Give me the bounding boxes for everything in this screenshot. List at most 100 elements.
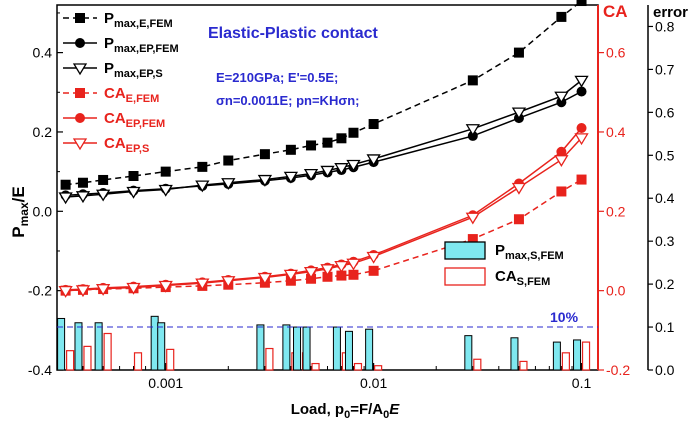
legend-marker <box>75 13 85 23</box>
left-tick-label: -0.2 <box>28 283 52 299</box>
series-point <box>576 122 587 133</box>
series-point <box>368 265 379 276</box>
x-tick-label: 0.1 <box>572 375 592 391</box>
error-tick-label: 0.6 <box>655 104 675 120</box>
legend-entry-3: CAE,FEM <box>63 85 159 105</box>
bar-pmax-s-fem <box>464 335 473 371</box>
bar-legend-swatch <box>444 267 486 286</box>
bar-pmax-s-fem <box>256 324 265 371</box>
series-point <box>346 159 361 172</box>
series-point <box>322 137 333 148</box>
series-0 <box>60 0 587 190</box>
x-axis-title: Load, p0=F/A0E <box>291 401 401 421</box>
series-point <box>126 282 141 295</box>
series-point <box>511 107 527 120</box>
series-point <box>259 149 270 160</box>
bar-legend-swatch <box>444 241 486 260</box>
series-point <box>195 180 210 193</box>
legend-entry-4: CAEP,FEM <box>63 110 165 130</box>
series-point <box>348 269 359 280</box>
left-tick-label: 0.2 <box>33 124 53 140</box>
legend-marker <box>75 88 85 98</box>
series-point <box>556 146 567 157</box>
annotation-line1: E=210GPa; E'=0.5E; <box>216 70 338 85</box>
bar-ca-s-fem <box>581 341 591 371</box>
legend-entry-1: Pmax,EP,FEM <box>63 35 179 55</box>
series-point <box>320 264 335 277</box>
series-point <box>285 144 296 155</box>
legend-label: Pmax,EP,FEM <box>104 35 179 55</box>
bar-pmax-s-fem <box>157 322 166 371</box>
series-5 <box>58 133 589 298</box>
series-point <box>283 269 299 282</box>
series-point <box>160 166 171 177</box>
legend-label: CAEP,FEM <box>104 110 165 130</box>
series-point <box>336 133 347 144</box>
series-point <box>576 86 587 97</box>
bar-pmax-s-fem <box>552 341 561 371</box>
series-point <box>334 163 349 175</box>
bar-pmax-s-fem <box>150 315 159 371</box>
series-point <box>77 177 88 188</box>
series-point <box>221 276 236 288</box>
error-tick-label: 0.8 <box>655 18 675 34</box>
legend-marker <box>75 38 85 48</box>
bar-legend-label: Pmax,S,FEM <box>495 242 564 262</box>
bar-ca-s-fem <box>519 360 528 371</box>
series-point <box>98 174 109 185</box>
series-point <box>467 75 478 86</box>
bar-pmax-s-fem <box>57 317 66 371</box>
legend-entry-0: Pmax,E,FEM <box>63 10 173 30</box>
series-point <box>513 47 524 58</box>
error-tick-label: 0.7 <box>655 61 675 77</box>
bar-legend: Pmax,S,FEM CAS,FEM <box>444 241 564 288</box>
bar-ca-s-fem <box>66 350 75 371</box>
series-point <box>257 272 273 285</box>
series-point <box>513 214 524 225</box>
left-tick-label: 0.0 <box>33 203 53 219</box>
series-point <box>511 182 527 195</box>
series-point <box>554 155 569 167</box>
ca-tick-label: 0.0 <box>606 283 626 299</box>
bar-ca-s-fem <box>473 358 482 371</box>
series-point <box>574 133 589 146</box>
series-point <box>197 161 208 172</box>
error-axis-title: error <box>653 4 688 21</box>
series-point <box>366 154 381 167</box>
left-tick-label: -0.4 <box>28 362 52 378</box>
series-group <box>58 0 589 298</box>
bar-pmax-s-fem <box>94 322 103 371</box>
error-tick-label: 0.1 <box>655 319 675 335</box>
bar-ca-s-fem <box>103 332 112 371</box>
legend-label: Pmax,EP,S <box>104 60 163 80</box>
error-tick-label: 0.4 <box>655 190 675 206</box>
legend-entry-2: Pmax,EP,S <box>63 60 163 80</box>
axes: -0.4 -0.2 0.0 0.2 0.4 -0.2 0.0 0.2 0.4 0.6 0.0 0.1 0… <box>28 4 675 391</box>
series-point <box>368 119 379 130</box>
series-point <box>303 266 319 279</box>
left-axis-title-sub: max <box>17 202 31 226</box>
bar-pmax-s-fem <box>344 330 353 371</box>
ca-tick-label: -0.2 <box>606 362 630 378</box>
series-line <box>65 90 582 197</box>
bar-ca-s-fem <box>133 352 143 371</box>
series-point <box>574 75 589 88</box>
legend-marker <box>72 63 88 76</box>
series-point <box>95 189 111 202</box>
series-point <box>95 284 111 296</box>
legend-label: CAEP,S <box>104 135 149 155</box>
ca-tick-label: 0.6 <box>606 45 626 61</box>
series-point <box>257 174 273 187</box>
series-point <box>60 179 71 190</box>
series-point <box>158 280 173 293</box>
ca-tick-label: 0.4 <box>606 124 626 140</box>
series-point <box>283 171 299 184</box>
x-tick-label: 0.01 <box>360 375 387 391</box>
bar-pmax-s-fem <box>282 324 291 371</box>
error-tick-label: 0.2 <box>655 276 675 292</box>
bar-pmax-s-fem <box>510 337 519 371</box>
error-tick-label: 0.0 <box>655 362 675 378</box>
bar-pmax-s-fem <box>332 326 341 371</box>
left-axis-title: Pmax/E <box>9 186 31 237</box>
threshold-group: 10% <box>57 309 598 328</box>
